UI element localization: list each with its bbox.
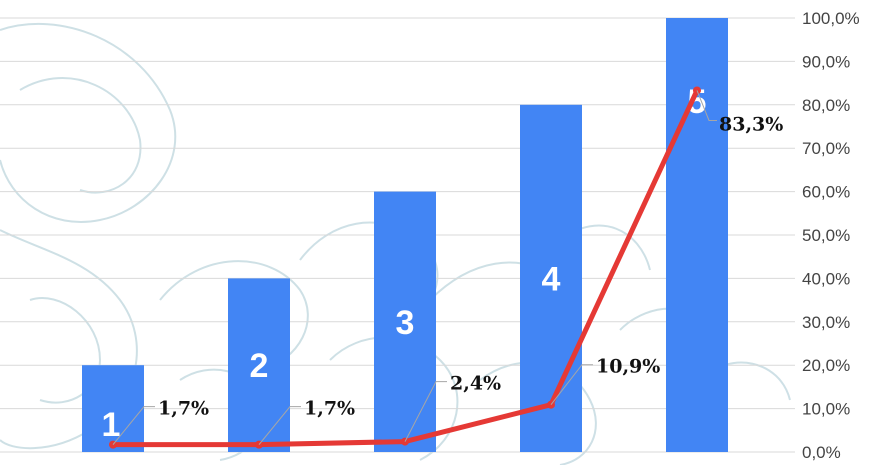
leader-line — [258, 406, 301, 445]
y-tick-label: 20,0% — [802, 356, 850, 375]
y-tick-label: 80,0% — [802, 96, 850, 115]
leader-line — [404, 381, 447, 442]
bar — [82, 365, 144, 452]
leader-line — [112, 406, 155, 445]
y-tick-label: 100,0% — [802, 9, 860, 28]
bar — [228, 278, 290, 452]
y-tick-label: 60,0% — [802, 183, 850, 202]
y-tick-label: 30,0% — [802, 313, 850, 332]
y-tick-label: 90,0% — [802, 52, 850, 71]
data-label: 83,3% — [719, 113, 783, 135]
y-tick-label: 10,0% — [802, 400, 850, 419]
leader-line — [696, 90, 717, 121]
data-label: 1,7% — [304, 398, 355, 420]
bar-label-group: 1 2 3 4 5 — [102, 83, 707, 444]
data-label: 10,9% — [596, 356, 660, 378]
data-label-group: 1,7% 1,7% 2,4% 10,9% 83,3% — [158, 113, 783, 419]
y-tick-label: 40,0% — [802, 269, 850, 288]
bar-series — [82, 18, 728, 453]
bar — [374, 191, 436, 452]
bar-label: 5 — [688, 83, 707, 121]
leader-line — [550, 364, 593, 406]
bar — [520, 104, 582, 453]
y-tick-label: 0,0% — [802, 443, 841, 462]
y-tick-label: 70,0% — [802, 139, 850, 158]
bar-label: 2 — [250, 347, 269, 385]
bar-label: 3 — [396, 304, 415, 342]
bar-label: 4 — [542, 260, 561, 298]
y-tick-label: 50,0% — [802, 226, 850, 245]
bar-label: 1 — [102, 406, 121, 444]
leader-lines — [112, 90, 717, 445]
data-label: 1,7% — [158, 398, 209, 420]
data-label: 2,4% — [450, 373, 501, 395]
y-axis: 0,0% 10,0% 20,0% 30,0% 40,0% 50,0% 60,0% 70,0% 8… — [802, 9, 860, 462]
